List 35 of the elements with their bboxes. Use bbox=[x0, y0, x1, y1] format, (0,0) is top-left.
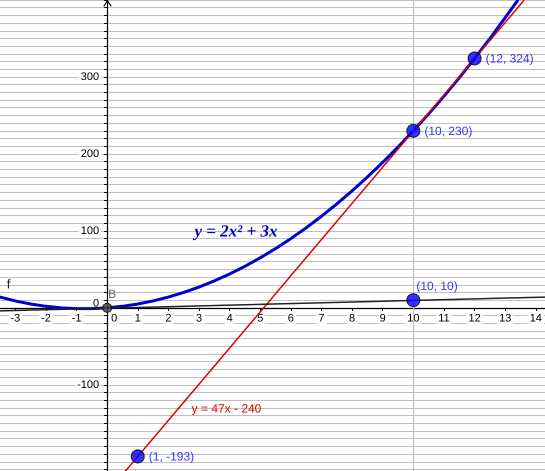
series-label: y = 2x² + 3x bbox=[192, 221, 278, 240]
point bbox=[130, 449, 145, 464]
x-tick-label: 0 bbox=[111, 312, 118, 324]
data-label: (10, 230) bbox=[424, 124, 472, 138]
point bbox=[406, 293, 420, 308]
series-label: y = 47x - 240 bbox=[192, 401, 262, 416]
point bbox=[406, 124, 420, 138]
x-tick-label: 4 bbox=[226, 312, 233, 324]
x-tick-label: 2 bbox=[165, 312, 172, 324]
x-tick-label: 13 bbox=[499, 312, 512, 324]
y-tick-label: 200 bbox=[80, 148, 100, 160]
x-tick-label: -3 bbox=[10, 312, 20, 324]
x-tick-label: 3 bbox=[196, 312, 202, 324]
series-label: B bbox=[108, 286, 116, 301]
x-tick-label: 9 bbox=[380, 312, 386, 324]
x-tick-label: -2 bbox=[41, 312, 51, 324]
point bbox=[468, 51, 482, 66]
x-tick-label: 7 bbox=[318, 312, 325, 324]
point bbox=[102, 302, 112, 313]
y-tick-label: 300 bbox=[80, 70, 100, 83]
x-tick-label: 8 bbox=[349, 312, 356, 324]
y-tick-label: 100 bbox=[80, 224, 100, 237]
x-tick-label: 6 bbox=[288, 312, 294, 324]
x-tick-label: -1 bbox=[72, 312, 82, 324]
x-tick-label: 12 bbox=[468, 312, 481, 324]
data-label: (12, 324) bbox=[486, 51, 534, 66]
series-label: f bbox=[6, 276, 11, 292]
x-tick-label: 11 bbox=[438, 312, 450, 324]
x-tick-label: 1 bbox=[134, 312, 141, 324]
x-tick-label: 10 bbox=[407, 312, 420, 324]
x-tick-label: 14 bbox=[530, 312, 542, 324]
y-tick-label: -100 bbox=[77, 378, 100, 391]
y-tick-label: 0 bbox=[93, 297, 100, 310]
data-label: (10, 10) bbox=[416, 279, 458, 294]
data-label: (1, -193) bbox=[148, 449, 194, 464]
